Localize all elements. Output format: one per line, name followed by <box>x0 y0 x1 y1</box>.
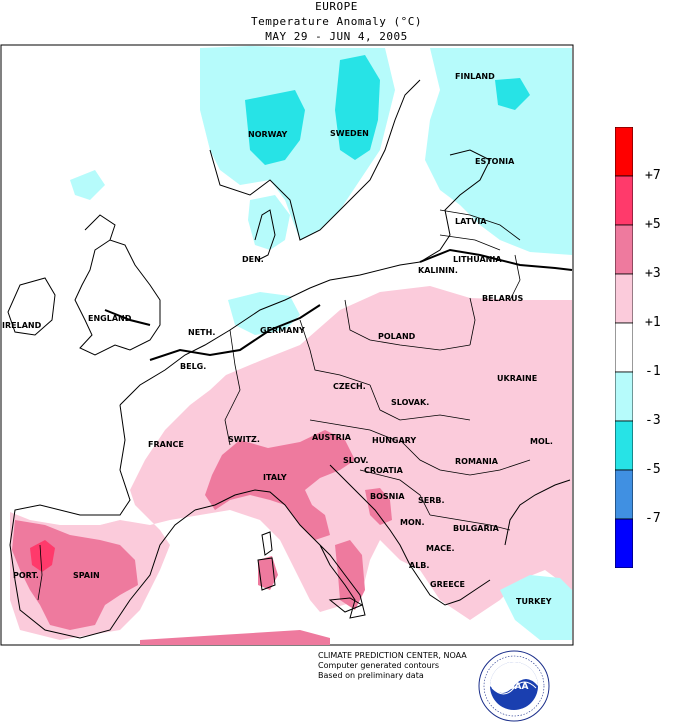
zero-contours <box>104 248 573 361</box>
legend-swatch <box>615 518 633 568</box>
map-variable-title: Temperature Anomaly (°C) <box>251 15 422 28</box>
label-estonia: ESTONIA <box>475 157 515 166</box>
label-finland: FINLAND <box>455 72 495 81</box>
legend-label-plus1: +1 <box>645 315 661 330</box>
legend-swatch <box>615 273 633 324</box>
legend-label-minus3: -3 <box>645 413 661 428</box>
anomaly-zone-sweden-core <box>335 55 380 160</box>
anomaly-zone-italy-alps <box>205 430 355 540</box>
anomaly-zone-bosnia <box>365 488 392 525</box>
anomaly-zone-denmark-germany <box>248 195 290 250</box>
anomaly-zone-sicily <box>335 540 365 610</box>
label-belg: BELG. <box>180 362 206 371</box>
legend-label-minus1: -1 <box>645 364 661 379</box>
label-bulgaria: BULGARIA <box>453 524 500 533</box>
label-switz: SWITZ. <box>228 435 260 444</box>
label-mon: MON. <box>400 518 425 527</box>
label-ireland: IRELAND <box>2 321 42 330</box>
credit-contours: Computer generated contours <box>318 661 440 670</box>
label-ukraine: UKRAINE <box>497 374 537 383</box>
label-slovak: SLOVAK. <box>391 398 429 407</box>
legend-label-plus7: +7 <box>645 168 661 183</box>
legend-swatch <box>615 371 633 422</box>
label-spain: SPAIN <box>73 571 100 580</box>
anomaly-zone-portugal <box>30 540 55 572</box>
label-slov: SLOV. <box>343 456 368 465</box>
legend-swatch <box>615 322 633 373</box>
anomaly-zone-turkey <box>500 575 572 640</box>
label-portugal: PORT. <box>13 571 39 580</box>
legend-label-plus5: +5 <box>645 217 661 232</box>
label-mace: MACE. <box>426 544 455 553</box>
label-france: FRANCE <box>148 440 184 449</box>
coastlines <box>7 79 571 639</box>
anomaly-zone-england <box>70 170 105 200</box>
label-england: ENGLAND <box>88 314 132 323</box>
label-norway: NORWAY <box>248 130 288 139</box>
legend-swatch <box>615 469 633 520</box>
label-germany: GERMANY <box>260 326 305 335</box>
label-latvia: LATVIA <box>455 217 487 226</box>
legend-swatch <box>615 420 633 471</box>
national-borders <box>37 209 531 601</box>
label-croatia: CROATIA <box>364 466 404 475</box>
anomaly-zone-finland-core <box>495 78 530 110</box>
label-austria: AUSTRIA <box>312 433 352 442</box>
legend-label-plus3: +3 <box>645 266 661 281</box>
label-alb: ALB. <box>409 561 429 570</box>
label-poland: POLAND <box>378 332 416 341</box>
legend-swatch <box>615 175 633 226</box>
label-serb: SERB. <box>418 496 445 505</box>
label-mol: MOL. <box>530 437 553 446</box>
noaa-logo-text: NOAA <box>500 682 529 692</box>
label-turkey: TURKEY <box>516 597 552 606</box>
temperature-anomaly-map: FINLAND NORWAY SWEDEN ESTONIA LATVIA LIT… <box>0 44 574 646</box>
label-lithuania: LITHUANIA <box>453 255 502 264</box>
label-denmark: DEN. <box>242 255 264 264</box>
label-bosnia: BOSNIA <box>370 492 405 501</box>
anomaly-zone-north-africa <box>140 630 330 645</box>
anomaly-color-legend <box>615 127 633 568</box>
legend-swatch <box>615 127 633 177</box>
legend-label-minus7: -7 <box>645 511 661 526</box>
label-hungary: HUNGARY <box>372 436 416 445</box>
legend-label-minus5: -5 <box>645 462 661 477</box>
credit-agency: CLIMATE PREDICTION CENTER, NOAA <box>318 651 467 660</box>
label-romania: ROMANIA <box>455 457 499 466</box>
map-region-title: EUROPE <box>315 0 358 13</box>
label-neth: NETH. <box>188 328 215 337</box>
legend-swatch <box>615 224 633 275</box>
label-belarus: BELARUS <box>482 294 524 303</box>
label-sweden: SWEDEN <box>330 129 369 138</box>
label-italy: ITALY <box>263 473 287 482</box>
label-czech: CZECH. <box>333 382 366 391</box>
map-period-title: MAY 29 - JUN 4, 2005 <box>265 30 408 43</box>
noaa-logo: NOAA <box>478 650 550 722</box>
anomaly-zone-norway-core <box>245 90 305 165</box>
anomaly-zone-finland-baltics <box>425 48 572 255</box>
label-kalinin: KALININ. <box>418 266 458 275</box>
label-greece: GREECE <box>430 580 465 589</box>
credit-data-note: Based on preliminary data <box>318 671 424 680</box>
